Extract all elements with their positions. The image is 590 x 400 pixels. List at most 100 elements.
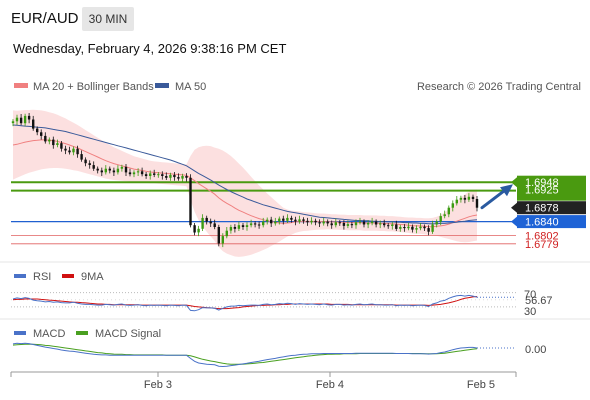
- candle-body: [447, 207, 450, 215]
- candle: [161, 171, 164, 180]
- moving-average-lines: [12, 124, 478, 228]
- candle: [374, 219, 378, 228]
- candle-body: [362, 221, 366, 225]
- macd-value-label: 0.00: [525, 344, 546, 356]
- candle-body: [116, 168, 120, 173]
- candle-body: [270, 219, 273, 224]
- candle: [68, 146, 71, 155]
- rsi-line: [12, 294, 478, 312]
- candle: [245, 222, 249, 231]
- macd-signal-line: [12, 343, 478, 365]
- candle: [165, 172, 168, 180]
- candle-body: [11, 121, 15, 124]
- candle: [128, 168, 132, 177]
- candle-body: [423, 226, 426, 229]
- forecast-arrow-head: [500, 184, 513, 197]
- candle: [475, 196, 479, 212]
- candle: [471, 194, 475, 202]
- candle-body: [455, 199, 458, 204]
- price-tag-label-0: 1.6948: [525, 177, 559, 189]
- candle: [229, 224, 233, 234]
- rsi-ma-legend-swatch: [62, 274, 74, 278]
- forecast-arrow-shaft: [480, 188, 507, 210]
- candle: [92, 161, 95, 171]
- candle-body: [140, 171, 144, 175]
- candle: [403, 224, 406, 232]
- candle: [435, 219, 438, 228]
- candle: [379, 220, 382, 229]
- candle: [306, 217, 309, 226]
- price-tag-pointer-3: [511, 216, 517, 227]
- price-tag-box-3: [517, 215, 586, 229]
- ma20-legend-swatch: [14, 83, 28, 88]
- candle-body: [124, 166, 128, 173]
- candle-body: [229, 227, 233, 231]
- candle: [11, 119, 15, 127]
- candle-body: [290, 217, 293, 220]
- candle: [443, 210, 446, 219]
- x-tick-label-feb4: Feb 4: [316, 379, 344, 391]
- candle: [209, 218, 212, 227]
- candlestick-series: [11, 113, 479, 248]
- candle-body: [334, 222, 337, 226]
- candle-body: [23, 115, 27, 124]
- candle-body: [72, 148, 75, 153]
- candle-body: [326, 221, 329, 224]
- candle-body: [471, 196, 475, 199]
- candle-body: [439, 216, 442, 222]
- candle: [197, 225, 200, 237]
- rsi-plot: [11, 292, 516, 312]
- candle-body: [177, 177, 180, 179]
- candle-body: [310, 220, 313, 223]
- candle-body: [169, 174, 172, 178]
- candle: [354, 219, 358, 229]
- rsi-tick-70: 70: [524, 289, 536, 301]
- price-tag-pointer-0: [511, 177, 517, 188]
- ma20-legend-label: MA 20 + Bollinger Bands: [33, 81, 154, 93]
- candle-body: [298, 219, 301, 222]
- candle: [326, 219, 329, 227]
- candle: [467, 193, 471, 202]
- candle-body: [27, 115, 31, 120]
- candle: [48, 137, 51, 145]
- candle-body: [88, 163, 91, 165]
- candle: [387, 223, 390, 229]
- candle: [262, 217, 265, 228]
- candle-body: [161, 174, 164, 176]
- bollinger-band-fill: [13, 109, 477, 257]
- candle: [298, 215, 301, 224]
- candle: [411, 224, 414, 233]
- candle-body: [366, 223, 370, 225]
- candle-body: [104, 168, 107, 173]
- price-tag-label-5: 1.6779: [525, 239, 559, 251]
- ma50-legend-label: MA 50: [175, 81, 206, 93]
- candle-body: [185, 176, 188, 178]
- candle-body: [435, 221, 438, 225]
- candle: [253, 221, 257, 228]
- candle: [140, 167, 144, 177]
- candle: [270, 216, 273, 227]
- candle: [80, 150, 83, 162]
- macd-legend: MACD MACD Signal: [14, 328, 161, 340]
- candle-body: [64, 148, 67, 151]
- candle: [427, 225, 430, 236]
- price-tag-pointer-2: [511, 202, 517, 213]
- candle: [112, 167, 116, 176]
- x-tick-label-feb3: Feb 3: [144, 379, 172, 391]
- main-legend: MA 20 + Bollinger Bands MA 50 Research ©…: [14, 81, 581, 93]
- timeframe-badge[interactable]: 30 MIN: [82, 7, 134, 31]
- candle: [15, 114, 19, 125]
- macd-line: [12, 342, 478, 368]
- candle: [338, 220, 341, 226]
- candle-body: [92, 165, 95, 169]
- candle-body: [201, 217, 204, 229]
- candle: [169, 172, 172, 181]
- price-tag-label-4: 1.6802: [525, 230, 559, 242]
- candle-body: [350, 224, 354, 226]
- candle: [44, 132, 47, 144]
- candle-body: [112, 170, 116, 173]
- candle: [318, 219, 321, 227]
- candle-body: [306, 220, 309, 223]
- candle: [346, 220, 350, 229]
